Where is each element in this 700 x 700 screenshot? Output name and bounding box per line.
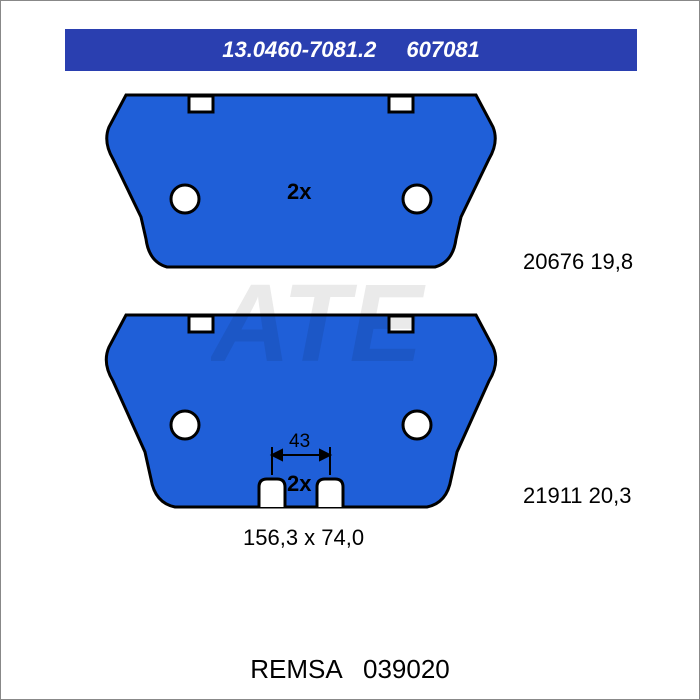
bottom-pad-code: 21911 20,3 <box>523 483 632 509</box>
footer: REMSA 039020 <box>1 654 699 699</box>
overall-dimensions: 156,3 x 74,0 <box>243 525 364 551</box>
watermark: ATE <box>211 241 491 401</box>
svg-text:ATE: ATE <box>211 262 426 385</box>
bottom-pad-inner-dim: 43 <box>289 431 310 453</box>
footer-brand: REMSA <box>250 654 341 684</box>
top-pad-code: 20676 19,8 <box>523 249 633 275</box>
part-number-secondary: 607081 <box>406 37 479 63</box>
bottom-pad-quantity: 2x <box>287 471 311 497</box>
part-number-primary: 13.0460-7081.2 <box>222 37 376 63</box>
diagram-canvas: 13.0460-7081.2 607081 2x 20676 19,8 <box>0 0 700 700</box>
top-pad-quantity: 2x <box>287 179 311 205</box>
header-bar: 13.0460-7081.2 607081 <box>69 31 633 69</box>
footer-code: 039020 <box>363 654 450 684</box>
